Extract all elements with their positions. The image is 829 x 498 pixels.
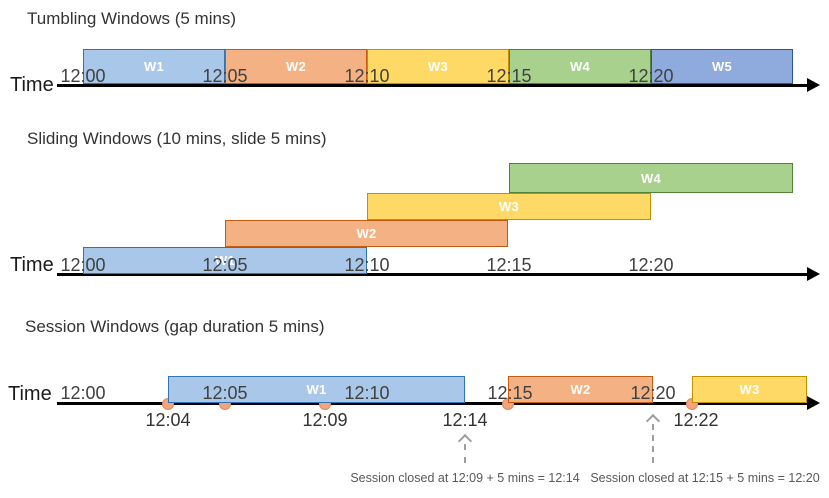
window-w3-box: W3 [692,376,807,403]
window-w4-box: W4 [509,49,651,84]
session-time-axis-label: Time [8,383,52,405]
tumbling-section-title: Tumbling Windows (5 mins) [27,9,237,28]
tick-label: 12:15 [486,255,532,276]
timeline-arrowhead-icon [807,78,820,92]
window-w1-box: W1 [168,376,465,403]
tick-label: 12:10 [344,66,390,87]
tumbling-timeline [57,84,808,87]
tick-label: 12:00 [60,383,106,404]
window-w2-box: W2 [508,376,653,403]
window-w5-box: W5 [651,49,793,84]
window-w4-box: W4 [509,163,793,193]
timeline-arrowhead-icon [807,267,820,281]
window-w2-box: W2 [225,220,508,247]
tick-label: 12:00 [60,255,106,276]
tick-label: 12:10 [344,383,390,404]
dashed-arrow-shaft [464,444,466,463]
tick-label: 12:00 [60,66,106,87]
tick-label: 12:20 [628,255,674,276]
window-w1-box: W1 [83,247,367,274]
window-w2-box: W2 [225,49,367,84]
session-timeline [57,402,808,405]
event-time-label: 12:22 [673,410,719,430]
tumbling-time-axis-label: Time [10,74,54,96]
tick-label: 12:15 [487,383,533,404]
event-time-label: 12:14 [442,410,488,430]
event-time-label: 12:09 [302,410,348,430]
session-closed-annotation: Session closed at 12:15 + 5 mins = 12:20 [590,471,820,485]
dashed-arrow-shaft [652,424,654,463]
tick-label: 12:05 [202,255,248,276]
tick-label: 12:15 [486,66,532,87]
tick-label: 12:10 [344,255,390,276]
session-closed-annotation: Session closed at 12:09 + 5 mins = 12:14 [350,471,580,485]
timeline-arrowhead-icon [807,396,820,410]
tick-label: 12:20 [630,383,676,404]
tick-label: 12:05 [202,383,248,404]
sliding-section-title: Sliding Windows (10 mins, slide 5 mins) [27,129,327,148]
session-section-title: Session Windows (gap duration 5 mins) [25,317,325,336]
window-w3-box: W3 [367,49,509,84]
window-w3-box: W3 [367,193,651,220]
tick-label: 12:05 [202,66,248,87]
sliding-time-axis-label: Time [10,254,54,276]
tick-label: 12:20 [628,66,674,87]
window-w1-box: W1 [83,49,225,84]
event-time-label: 12:04 [145,410,191,430]
sliding-timeline [57,273,808,276]
